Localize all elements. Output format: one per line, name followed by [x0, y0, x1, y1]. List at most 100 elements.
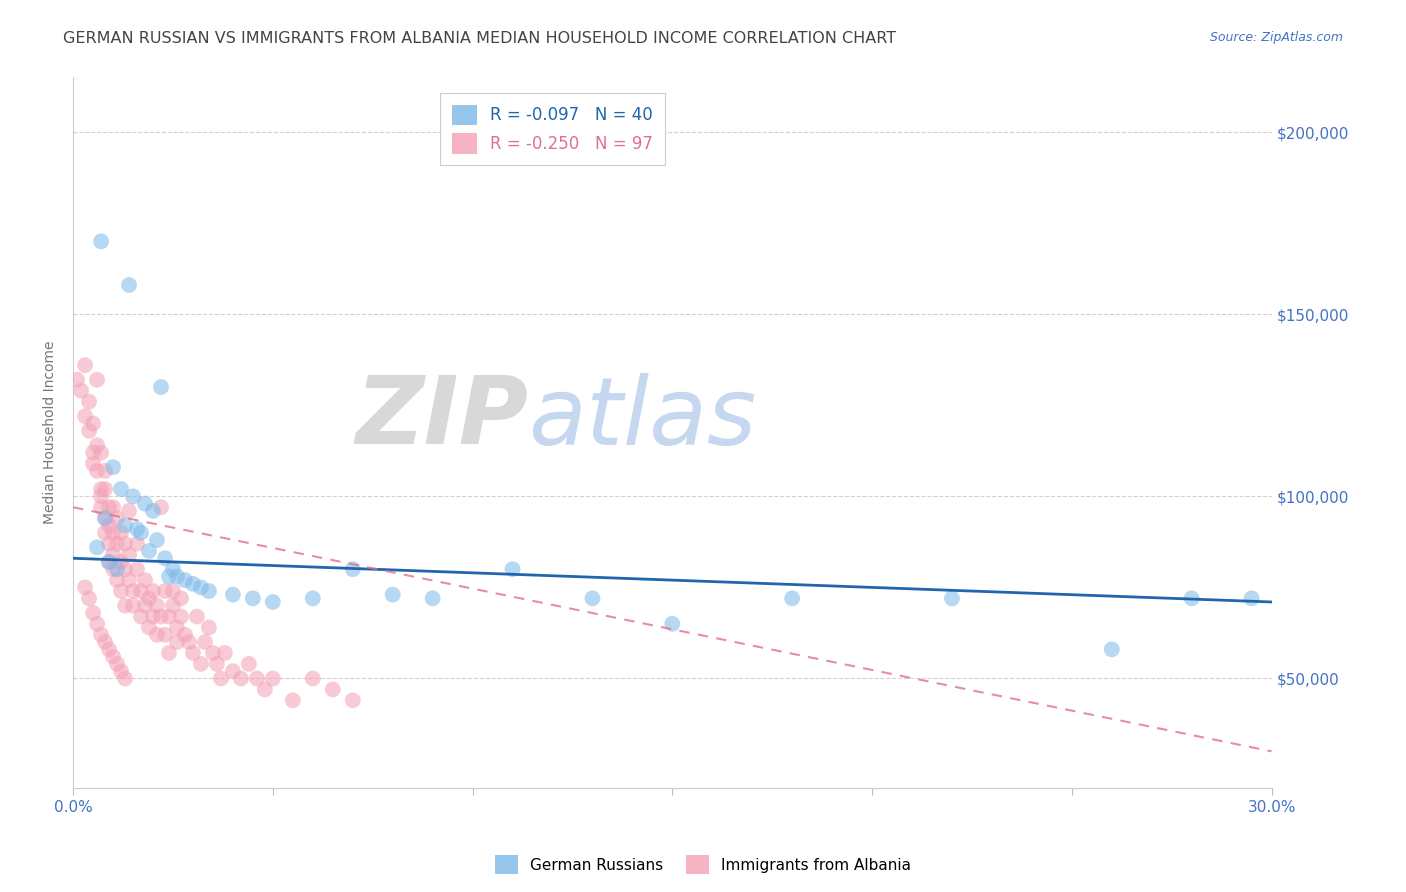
Point: [162, 562, 184, 576]
Point: [114, 537, 136, 551]
Point: [77, 394, 100, 409]
Point: [105, 573, 128, 587]
Point: [661, 616, 683, 631]
Point: [134, 573, 156, 587]
Point: [94, 525, 117, 540]
Point: [166, 569, 188, 583]
Text: ZIP: ZIP: [356, 372, 529, 465]
Point: [222, 664, 245, 678]
Point: [125, 537, 148, 551]
Point: [181, 646, 204, 660]
Point: [122, 599, 145, 613]
Point: [86, 616, 108, 631]
Point: [75, 581, 97, 595]
Point: [114, 562, 136, 576]
Point: [98, 555, 121, 569]
Point: [198, 584, 221, 599]
Point: [90, 500, 112, 515]
Point: [114, 672, 136, 686]
Point: [941, 591, 963, 606]
Text: GERMAN RUSSIAN VS IMMIGRANTS FROM ALBANIA MEDIAN HOUSEHOLD INCOME CORRELATION CH: GERMAN RUSSIAN VS IMMIGRANTS FROM ALBANI…: [63, 31, 897, 46]
Point: [134, 599, 156, 613]
Point: [146, 599, 169, 613]
Point: [253, 682, 276, 697]
Point: [157, 646, 180, 660]
Point: [209, 672, 232, 686]
Point: [98, 642, 121, 657]
Point: [82, 445, 104, 459]
Point: [94, 511, 117, 525]
Point: [153, 584, 176, 599]
Point: [581, 591, 603, 606]
Point: [77, 591, 100, 606]
Point: [90, 445, 112, 459]
Point: [322, 682, 344, 697]
Point: [162, 599, 184, 613]
Point: [142, 609, 165, 624]
Point: [222, 588, 245, 602]
Point: [780, 591, 803, 606]
Point: [77, 424, 100, 438]
Y-axis label: Median Household Income: Median Household Income: [44, 341, 58, 524]
Point: [262, 595, 284, 609]
Point: [86, 541, 108, 555]
Point: [101, 548, 124, 562]
Point: [153, 628, 176, 642]
Point: [86, 373, 108, 387]
Point: [238, 657, 260, 671]
Legend: German Russians, Immigrants from Albania: German Russians, Immigrants from Albania: [489, 849, 917, 880]
Point: [134, 497, 156, 511]
Point: [170, 609, 193, 624]
Point: [1181, 591, 1204, 606]
Point: [301, 672, 323, 686]
Point: [198, 620, 221, 634]
Point: [149, 500, 172, 515]
Point: [98, 555, 121, 569]
Point: [146, 628, 169, 642]
Point: [94, 464, 117, 478]
Point: [129, 584, 152, 599]
Point: [110, 584, 132, 599]
Point: [205, 657, 228, 671]
Point: [157, 569, 180, 583]
Point: [101, 649, 124, 664]
Point: [110, 525, 132, 540]
Point: [110, 482, 132, 496]
Point: [86, 438, 108, 452]
Point: [98, 518, 121, 533]
Point: [201, 646, 224, 660]
Point: [101, 562, 124, 576]
Point: [138, 591, 160, 606]
Point: [86, 464, 108, 478]
Point: [194, 635, 217, 649]
Point: [174, 628, 197, 642]
Point: [214, 646, 236, 660]
Point: [105, 511, 128, 525]
Point: [90, 489, 112, 503]
Legend: R = -0.097   N = 40, R = -0.250   N = 97: R = -0.097 N = 40, R = -0.250 N = 97: [440, 93, 665, 165]
Point: [138, 544, 160, 558]
Point: [122, 584, 145, 599]
Point: [281, 693, 304, 707]
Point: [70, 384, 93, 398]
Point: [82, 417, 104, 431]
Point: [94, 511, 117, 525]
Point: [105, 537, 128, 551]
Point: [1240, 591, 1263, 606]
Point: [94, 635, 117, 649]
Point: [242, 591, 264, 606]
Point: [114, 599, 136, 613]
Point: [114, 518, 136, 533]
Point: [153, 551, 176, 566]
Point: [110, 555, 132, 569]
Point: [118, 278, 141, 293]
Point: [174, 573, 197, 587]
Point: [101, 460, 124, 475]
Point: [422, 591, 444, 606]
Point: [101, 525, 124, 540]
Point: [90, 628, 112, 642]
Point: [301, 591, 323, 606]
Point: [90, 482, 112, 496]
Point: [149, 609, 172, 624]
Point: [122, 489, 145, 503]
